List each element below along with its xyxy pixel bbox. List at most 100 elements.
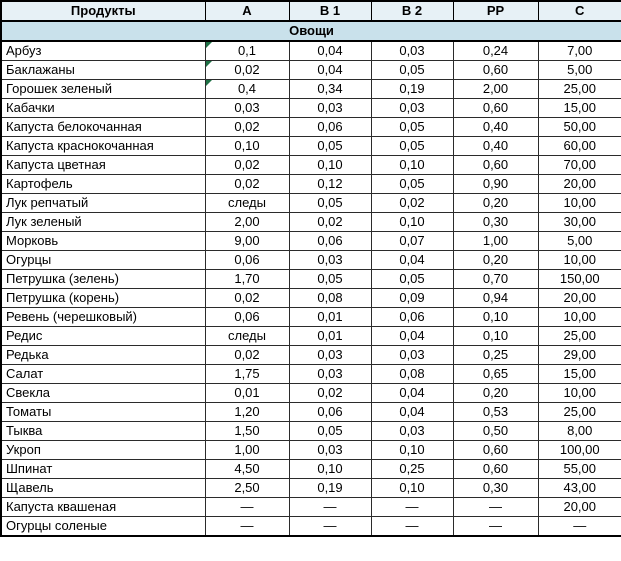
value-cell-a[interactable]: следы xyxy=(204,193,290,213)
value-cell-a[interactable]: 0,1 xyxy=(204,40,290,61)
value-cell-b2[interactable]: 0,02 xyxy=(370,193,454,213)
value-cell-c[interactable]: 20,00 xyxy=(537,288,621,308)
value-cell-c[interactable]: 25,00 xyxy=(537,402,621,422)
value-cell-a[interactable]: 0,02 xyxy=(204,174,290,194)
value-cell-b1[interactable]: 0,01 xyxy=(288,307,372,327)
value-cell-b2[interactable]: 0,05 xyxy=(370,60,454,80)
value-cell-b2[interactable]: 0,03 xyxy=(370,421,454,441)
value-cell-b1[interactable]: 0,34 xyxy=(288,79,372,99)
value-cell-pp[interactable]: — xyxy=(452,516,539,537)
value-cell-pp[interactable]: 0,40 xyxy=(452,117,539,137)
product-name-cell[interactable]: Лук репчатый xyxy=(0,193,206,213)
value-cell-a[interactable]: 0,02 xyxy=(204,288,290,308)
value-cell-c[interactable]: 100,00 xyxy=(537,440,621,460)
value-cell-b1[interactable]: — xyxy=(288,497,372,517)
value-cell-b2[interactable]: 0,06 xyxy=(370,307,454,327)
value-cell-c[interactable]: 20,00 xyxy=(537,174,621,194)
value-cell-pp[interactable]: 0,60 xyxy=(452,98,539,118)
product-name-cell[interactable]: Капуста квашеная xyxy=(0,497,206,517)
value-cell-b2[interactable]: 0,10 xyxy=(370,440,454,460)
value-cell-a[interactable]: 0,06 xyxy=(204,307,290,327)
value-cell-a[interactable]: 0,02 xyxy=(204,345,290,365)
value-cell-c[interactable]: 150,00 xyxy=(537,269,621,289)
product-name-cell[interactable]: Петрушка (зелень) xyxy=(0,269,206,289)
product-name-cell[interactable]: Салат xyxy=(0,364,206,384)
value-cell-pp[interactable]: 1,00 xyxy=(452,231,539,251)
value-cell-b1[interactable]: 0,03 xyxy=(288,440,372,460)
product-name-cell[interactable]: Арбуз xyxy=(0,40,206,61)
value-cell-pp[interactable]: — xyxy=(452,497,539,517)
value-cell-a[interactable]: — xyxy=(204,516,290,537)
value-cell-a[interactable]: — xyxy=(204,497,290,517)
value-cell-a[interactable]: следы xyxy=(204,326,290,346)
product-name-cell[interactable]: Капуста белокочанная xyxy=(0,117,206,137)
product-name-cell[interactable]: Капуста краснокочанная xyxy=(0,136,206,156)
value-cell-a[interactable]: 1,70 xyxy=(204,269,290,289)
value-cell-c[interactable]: 5,00 xyxy=(537,231,621,251)
value-cell-c[interactable]: 25,00 xyxy=(537,79,621,99)
value-cell-a[interactable]: 0,02 xyxy=(204,60,290,80)
value-cell-a[interactable]: 1,20 xyxy=(204,402,290,422)
value-cell-c[interactable]: 50,00 xyxy=(537,117,621,137)
section-title[interactable]: Овощи xyxy=(1,21,621,42)
product-name-cell[interactable]: Ревень (черешковый) xyxy=(0,307,206,327)
value-cell-b1[interactable]: 0,10 xyxy=(288,155,372,175)
value-cell-b1[interactable]: 0,02 xyxy=(288,383,372,403)
value-cell-c[interactable]: — xyxy=(537,516,621,537)
value-cell-pp[interactable]: 0,60 xyxy=(452,459,539,479)
value-cell-a[interactable]: 4,50 xyxy=(204,459,290,479)
value-cell-a[interactable]: 0,01 xyxy=(204,383,290,403)
value-cell-a[interactable]: 0,02 xyxy=(204,117,290,137)
value-cell-pp[interactable]: 0,30 xyxy=(452,212,539,232)
value-cell-c[interactable]: 10,00 xyxy=(537,193,621,213)
value-cell-b1[interactable]: 0,03 xyxy=(288,250,372,270)
value-cell-a[interactable]: 1,75 xyxy=(204,364,290,384)
value-cell-pp[interactable]: 0,25 xyxy=(452,345,539,365)
value-cell-c[interactable]: 15,00 xyxy=(537,364,621,384)
value-cell-b1[interactable]: 0,02 xyxy=(288,212,372,232)
value-cell-a[interactable]: 0,4 xyxy=(204,79,290,99)
value-cell-c[interactable]: 10,00 xyxy=(537,307,621,327)
value-cell-b2[interactable]: 0,10 xyxy=(370,155,454,175)
value-cell-b2[interactable]: 0,25 xyxy=(370,459,454,479)
value-cell-c[interactable]: 8,00 xyxy=(537,421,621,441)
product-name-cell[interactable]: Редис xyxy=(0,326,206,346)
value-cell-c[interactable]: 15,00 xyxy=(537,98,621,118)
value-cell-pp[interactable]: 0,40 xyxy=(452,136,539,156)
value-cell-b2[interactable]: 0,05 xyxy=(370,269,454,289)
value-cell-b1[interactable]: 0,03 xyxy=(288,345,372,365)
value-cell-pp[interactable]: 0,60 xyxy=(452,440,539,460)
column-header-vitamin-a[interactable]: А xyxy=(204,0,290,22)
value-cell-b2[interactable]: 0,08 xyxy=(370,364,454,384)
value-cell-c[interactable]: 60,00 xyxy=(537,136,621,156)
product-name-cell[interactable]: Морковь xyxy=(0,231,206,251)
product-name-cell[interactable]: Огурцы xyxy=(0,250,206,270)
value-cell-c[interactable]: 30,00 xyxy=(537,212,621,232)
product-name-cell[interactable]: Тыква xyxy=(0,421,206,441)
product-name-cell[interactable]: Огурцы соленые xyxy=(0,516,206,537)
value-cell-b2[interactable]: 0,04 xyxy=(370,326,454,346)
value-cell-a[interactable]: 0,10 xyxy=(204,136,290,156)
value-cell-b1[interactable]: 0,03 xyxy=(288,364,372,384)
value-cell-b2[interactable]: 0,03 xyxy=(370,345,454,365)
product-name-cell[interactable]: Лук зеленый xyxy=(0,212,206,232)
value-cell-c[interactable]: 10,00 xyxy=(537,250,621,270)
value-cell-b1[interactable]: — xyxy=(288,516,372,537)
value-cell-c[interactable]: 70,00 xyxy=(537,155,621,175)
value-cell-b1[interactable]: 0,08 xyxy=(288,288,372,308)
value-cell-a[interactable]: 0,02 xyxy=(204,155,290,175)
value-cell-b1[interactable]: 0,04 xyxy=(288,40,372,61)
value-cell-b2[interactable]: 0,05 xyxy=(370,136,454,156)
value-cell-b1[interactable]: 0,06 xyxy=(288,231,372,251)
value-cell-c[interactable]: 20,00 xyxy=(537,497,621,517)
value-cell-pp[interactable]: 2,00 xyxy=(452,79,539,99)
value-cell-b1[interactable]: 0,06 xyxy=(288,402,372,422)
value-cell-a[interactable]: 1,00 xyxy=(204,440,290,460)
value-cell-pp[interactable]: 0,10 xyxy=(452,326,539,346)
value-cell-b2[interactable]: 0,10 xyxy=(370,478,454,498)
value-cell-pp[interactable]: 0,20 xyxy=(452,193,539,213)
value-cell-a[interactable]: 1,50 xyxy=(204,421,290,441)
value-cell-b1[interactable]: 0,10 xyxy=(288,459,372,479)
value-cell-b2[interactable]: 0,03 xyxy=(370,98,454,118)
value-cell-b1[interactable]: 0,05 xyxy=(288,421,372,441)
